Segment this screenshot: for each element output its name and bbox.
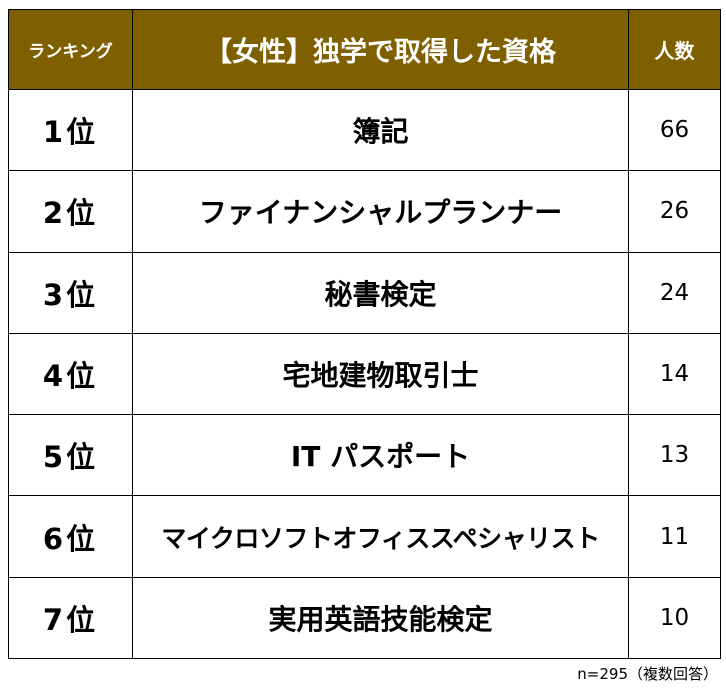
header-count: 人数 <box>628 9 721 90</box>
table-row: 7位 実用英語技能検定 10 <box>8 576 721 660</box>
qualification-cell: IT パスポート <box>132 414 629 497</box>
sample-size-note: n=295（複数回答） <box>577 665 718 683</box>
header-title: 【女性】独学で取得した資格 <box>132 9 629 90</box>
rank-cell: 3位 <box>8 251 133 334</box>
count-cell: 11 <box>628 495 721 578</box>
qualification-cell: 簿記 <box>132 88 629 172</box>
rank-cell: 6位 <box>8 495 133 578</box>
table-row: 6位 マイクロソフトオフィススペシャリスト 11 <box>8 495 721 578</box>
table-row: 1位 簿記 66 <box>8 88 721 172</box>
rank-cell: 7位 <box>8 576 133 660</box>
header-row: ランキング 【女性】独学で取得した資格 人数 <box>8 9 721 90</box>
qualification-cell: ファイナンシャルプランナー <box>132 170 629 253</box>
count-cell: 13 <box>628 414 721 497</box>
table-row: 5位 IT パスポート 13 <box>8 414 721 497</box>
qualification-cell: マイクロソフトオフィススペシャリスト <box>132 495 629 578</box>
header-rank: ランキング <box>8 9 133 90</box>
table-row: 2位 ファイナンシャルプランナー 26 <box>8 170 721 253</box>
count-cell: 14 <box>628 332 721 416</box>
rank-cell: 1位 <box>8 88 133 172</box>
table-row: 4位 宅地建物取引士 14 <box>8 332 721 416</box>
count-cell: 66 <box>628 88 721 172</box>
count-cell: 10 <box>628 576 721 660</box>
qualification-cell: 秘書検定 <box>132 251 629 334</box>
qualification-cell: 実用英語技能検定 <box>132 576 629 660</box>
rank-cell: 5位 <box>8 414 133 497</box>
rank-cell: 2位 <box>8 170 133 253</box>
count-cell: 24 <box>628 251 721 334</box>
qualification-cell: 宅地建物取引士 <box>132 332 629 416</box>
count-cell: 26 <box>628 170 721 253</box>
table-row: 3位 秘書検定 24 <box>8 251 721 334</box>
rank-cell: 4位 <box>8 332 133 416</box>
ranking-table: ランキング 【女性】独学で取得した資格 人数 1位 簿記 66 2位 ファイナン… <box>8 9 721 660</box>
